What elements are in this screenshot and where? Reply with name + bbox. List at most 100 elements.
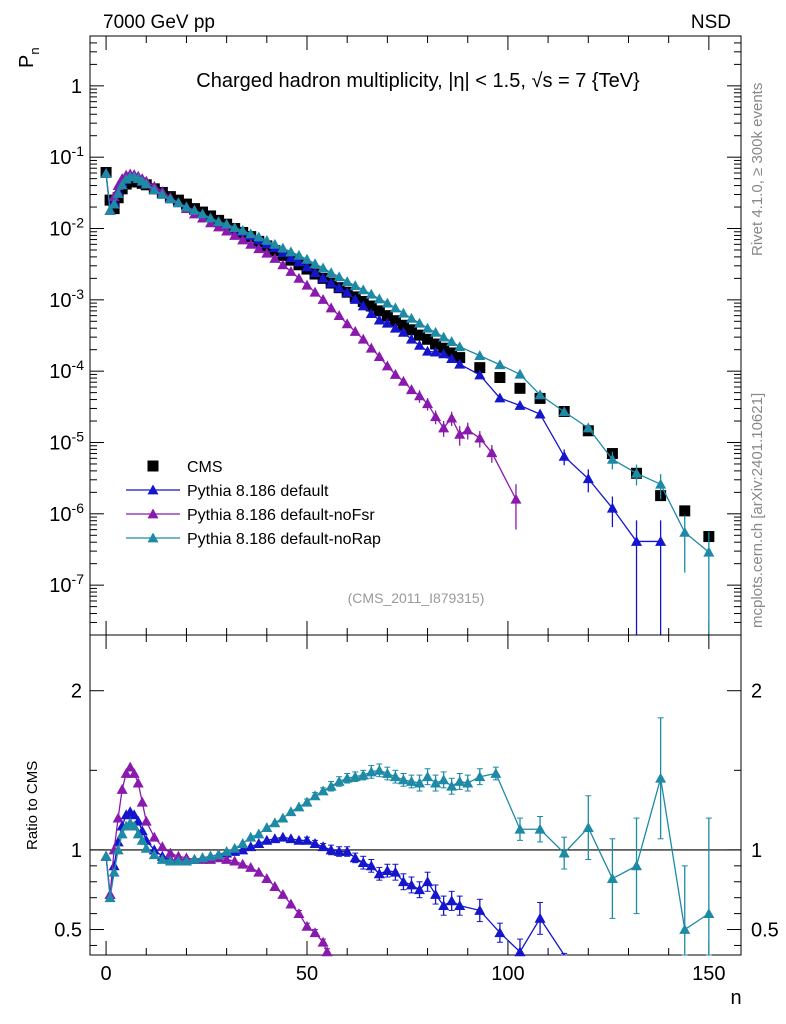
- square-marker: [679, 505, 691, 517]
- series-pythia-8-186-default: [100, 168, 667, 635]
- square-marker: [438, 342, 450, 354]
- triangle-marker: [229, 842, 241, 853]
- triangle-marker: [100, 850, 112, 861]
- triangle-marker: [269, 252, 281, 263]
- series-line: [105, 173, 517, 500]
- triangle-marker: [261, 247, 273, 258]
- triangle-marker: [325, 277, 337, 288]
- triangle-marker: [333, 271, 345, 282]
- square-marker: [446, 347, 458, 359]
- triangle-marker: [582, 473, 594, 484]
- triangle-marker: [245, 238, 257, 249]
- triangle-marker: [301, 920, 313, 931]
- triangle-marker: [430, 777, 442, 788]
- triangle-marker: [490, 768, 502, 778]
- triangle-marker: [205, 850, 217, 861]
- triangle-marker: [446, 895, 458, 906]
- triangle-marker: [349, 294, 361, 304]
- square-marker: [365, 300, 377, 312]
- square-marker: [430, 338, 442, 350]
- triangle-marker: [389, 866, 401, 877]
- triangle-marker: [301, 279, 313, 290]
- triangle-marker: [164, 847, 176, 858]
- mcplots-label: mcplots.cern.ch [arXiv:2401.10621]: [749, 393, 766, 628]
- x-tick-label: 0: [101, 963, 112, 985]
- triangle-marker: [197, 208, 209, 219]
- triangle-marker: [229, 855, 241, 866]
- triangle-marker: [341, 286, 353, 297]
- triangle-marker: [108, 860, 120, 871]
- triangle-marker: [245, 831, 257, 842]
- triangle-marker: [454, 358, 466, 369]
- triangle-marker: [357, 333, 369, 344]
- triangle-marker: [285, 246, 297, 257]
- square-marker: [397, 319, 409, 331]
- triangle-marker: [357, 284, 369, 295]
- triangle-marker: [405, 312, 417, 323]
- square-marker: [108, 203, 120, 215]
- triangle-marker: [325, 267, 337, 278]
- triangle-marker: [558, 450, 570, 461]
- process-label: NSD: [691, 12, 731, 33]
- triangle-marker: [136, 796, 148, 807]
- triangle-marker: [333, 310, 345, 321]
- triangle-marker: [446, 412, 458, 423]
- triangle-marker: [309, 267, 321, 278]
- triangle-marker: [245, 228, 257, 239]
- triangle-marker: [293, 272, 305, 283]
- triangle-marker: [245, 841, 257, 852]
- triangle-marker: [132, 828, 144, 839]
- triangle-marker: [558, 406, 570, 417]
- triangle-marker: [357, 300, 369, 311]
- triangle-marker: [357, 769, 369, 780]
- triangle-marker: [309, 790, 321, 801]
- triangle-marker: [486, 447, 498, 458]
- triangle-marker: [301, 834, 313, 845]
- triangle-marker: [631, 860, 643, 871]
- triangle-marker: [381, 865, 393, 876]
- triangle-marker: [365, 308, 377, 319]
- triangle-marker: [349, 325, 361, 336]
- triangle-marker: [534, 408, 546, 419]
- triangle-marker: [285, 806, 297, 817]
- triangle-marker: [582, 422, 594, 433]
- triangle-marker: [582, 822, 594, 833]
- square-marker: [147, 460, 159, 472]
- triangle-marker: [317, 936, 329, 947]
- triangle-marker: [221, 218, 233, 229]
- triangle-marker: [438, 331, 450, 342]
- triangle-marker: [221, 846, 233, 856]
- triangle-marker: [237, 234, 249, 245]
- triangle-marker: [397, 375, 409, 386]
- triangle-marker: [631, 535, 643, 546]
- triangle-marker: [430, 889, 442, 899]
- square-marker: [454, 352, 466, 364]
- triangle-marker: [438, 900, 450, 911]
- triangle-marker: [285, 265, 297, 276]
- ratio-plot-frame: [89, 634, 742, 956]
- triangle-marker: [514, 946, 526, 957]
- triangle-marker: [446, 336, 458, 346]
- triangle-marker: [156, 841, 168, 852]
- ratio-y-tick-label: 2: [71, 681, 82, 703]
- triangle-marker: [325, 780, 337, 791]
- triangle-marker: [147, 532, 159, 543]
- triangle-marker: [317, 785, 329, 796]
- triangle-marker: [414, 777, 426, 788]
- triangle-marker: [381, 360, 393, 371]
- y-tick-label: 10-6: [49, 500, 84, 526]
- triangle-marker: [341, 318, 353, 329]
- ratio-y-tick-label-right: 1: [751, 840, 762, 862]
- triangle-marker: [606, 502, 618, 513]
- triangle-marker: [293, 256, 305, 267]
- triangle-marker: [237, 224, 249, 235]
- triangle-marker: [373, 868, 385, 879]
- triangle-marker: [514, 368, 526, 379]
- triangle-marker: [510, 493, 522, 504]
- triangle-marker: [333, 846, 345, 856]
- triangle-marker: [253, 838, 265, 848]
- triangle-marker: [108, 198, 120, 209]
- triangle-marker: [349, 852, 361, 863]
- triangle-marker: [454, 428, 466, 439]
- triangle-marker: [309, 286, 321, 297]
